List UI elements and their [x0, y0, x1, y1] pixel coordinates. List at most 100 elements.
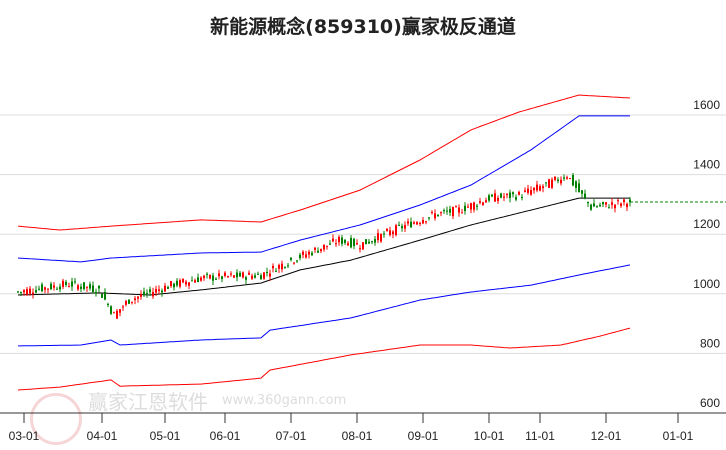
candle-body — [425, 221, 427, 223]
candle-body — [548, 179, 550, 188]
candle-body — [359, 248, 361, 250]
candle-body — [332, 238, 334, 242]
candle-body — [188, 282, 190, 286]
candle-body — [257, 273, 259, 275]
candle-body — [626, 203, 628, 208]
candle-body — [152, 292, 154, 297]
candle-body — [167, 287, 169, 289]
candle-body — [524, 190, 526, 192]
candle-body — [443, 210, 445, 212]
candle-body — [590, 204, 592, 210]
candle-body — [551, 179, 553, 188]
x-tick-label: 04-01 — [87, 429, 118, 443]
candle-body — [161, 290, 163, 293]
candle-body — [131, 301, 133, 303]
candle-body — [125, 301, 127, 305]
chart-title: 新能源概念(859310)赢家极反通道 — [210, 16, 516, 38]
candle-body — [65, 281, 67, 285]
candle-body — [374, 239, 376, 243]
candle-body — [101, 294, 103, 298]
candle-body — [215, 278, 217, 280]
candle-body — [620, 203, 622, 206]
candle-body — [173, 283, 175, 288]
candle-body — [77, 285, 79, 290]
candle-body — [542, 186, 544, 189]
candle-body — [140, 294, 142, 297]
candle-body — [608, 207, 610, 209]
candle-body — [398, 224, 400, 226]
candle-body — [149, 289, 151, 293]
band-line-lower-inner — [18, 264, 631, 347]
candle-body — [248, 272, 250, 275]
candle-body — [491, 194, 493, 197]
candle-body — [83, 282, 85, 290]
candle-body — [98, 286, 100, 289]
x-tick-label: 01-01 — [663, 429, 694, 443]
candle-body — [521, 196, 523, 198]
y-tick-label: 1600 — [693, 98, 720, 112]
candle-body — [305, 254, 307, 258]
candle-body — [326, 245, 328, 247]
candle-body — [395, 225, 397, 235]
candle-body — [233, 275, 235, 278]
candle-body — [449, 208, 451, 213]
candle-body — [611, 202, 613, 205]
candle-body — [470, 203, 472, 210]
y-tick-label: 600 — [700, 396, 720, 410]
candle-body — [20, 291, 22, 293]
candle-body — [71, 281, 73, 287]
candle-body — [452, 206, 454, 217]
candle-body — [383, 233, 385, 235]
candle-body — [467, 206, 469, 208]
candle-body — [185, 281, 187, 285]
candle-body — [581, 190, 583, 194]
candle-body — [143, 291, 145, 296]
candle-body — [341, 237, 343, 244]
candle-body — [584, 193, 586, 198]
candle-body — [191, 280, 193, 282]
candle-body — [509, 192, 511, 199]
candle-body — [278, 264, 280, 269]
candle-body — [218, 273, 220, 277]
candle-body — [92, 285, 94, 293]
candle-body — [599, 204, 601, 207]
candle-body — [68, 286, 70, 288]
candle-body — [86, 286, 88, 288]
x-tick-label: 07-01 — [276, 429, 307, 443]
candle-body — [545, 182, 547, 184]
candle-body — [89, 284, 91, 289]
candle-body — [368, 241, 370, 244]
candle-body — [356, 243, 358, 245]
candle-body — [272, 265, 274, 269]
candle-body — [182, 278, 184, 283]
candle-body — [128, 299, 130, 304]
candle-body — [488, 195, 490, 201]
candle-body — [479, 201, 481, 203]
candle-body — [347, 243, 349, 246]
candle-body — [344, 239, 346, 243]
watermark-seal — [30, 393, 82, 445]
candle-body — [275, 270, 277, 272]
candle-body — [62, 280, 64, 287]
candle-body — [296, 260, 298, 262]
candle-body — [260, 275, 262, 280]
candle-body — [506, 193, 508, 195]
candle-body — [122, 306, 124, 308]
x-tick-label: 09-01 — [408, 429, 439, 443]
candle-body — [527, 188, 529, 193]
candle-body — [116, 310, 118, 319]
candle-body — [515, 197, 517, 200]
candle-body — [362, 242, 364, 250]
candle-body — [209, 274, 211, 279]
candle-body — [206, 273, 208, 275]
candle-body — [314, 247, 316, 250]
candle-body — [596, 206, 598, 208]
candle-body — [482, 202, 484, 206]
candle-body — [308, 251, 310, 255]
candle-body — [557, 179, 559, 182]
candle-body — [53, 285, 55, 288]
candle-body — [473, 202, 475, 210]
candle-body — [578, 183, 580, 193]
candle-body — [50, 283, 52, 290]
